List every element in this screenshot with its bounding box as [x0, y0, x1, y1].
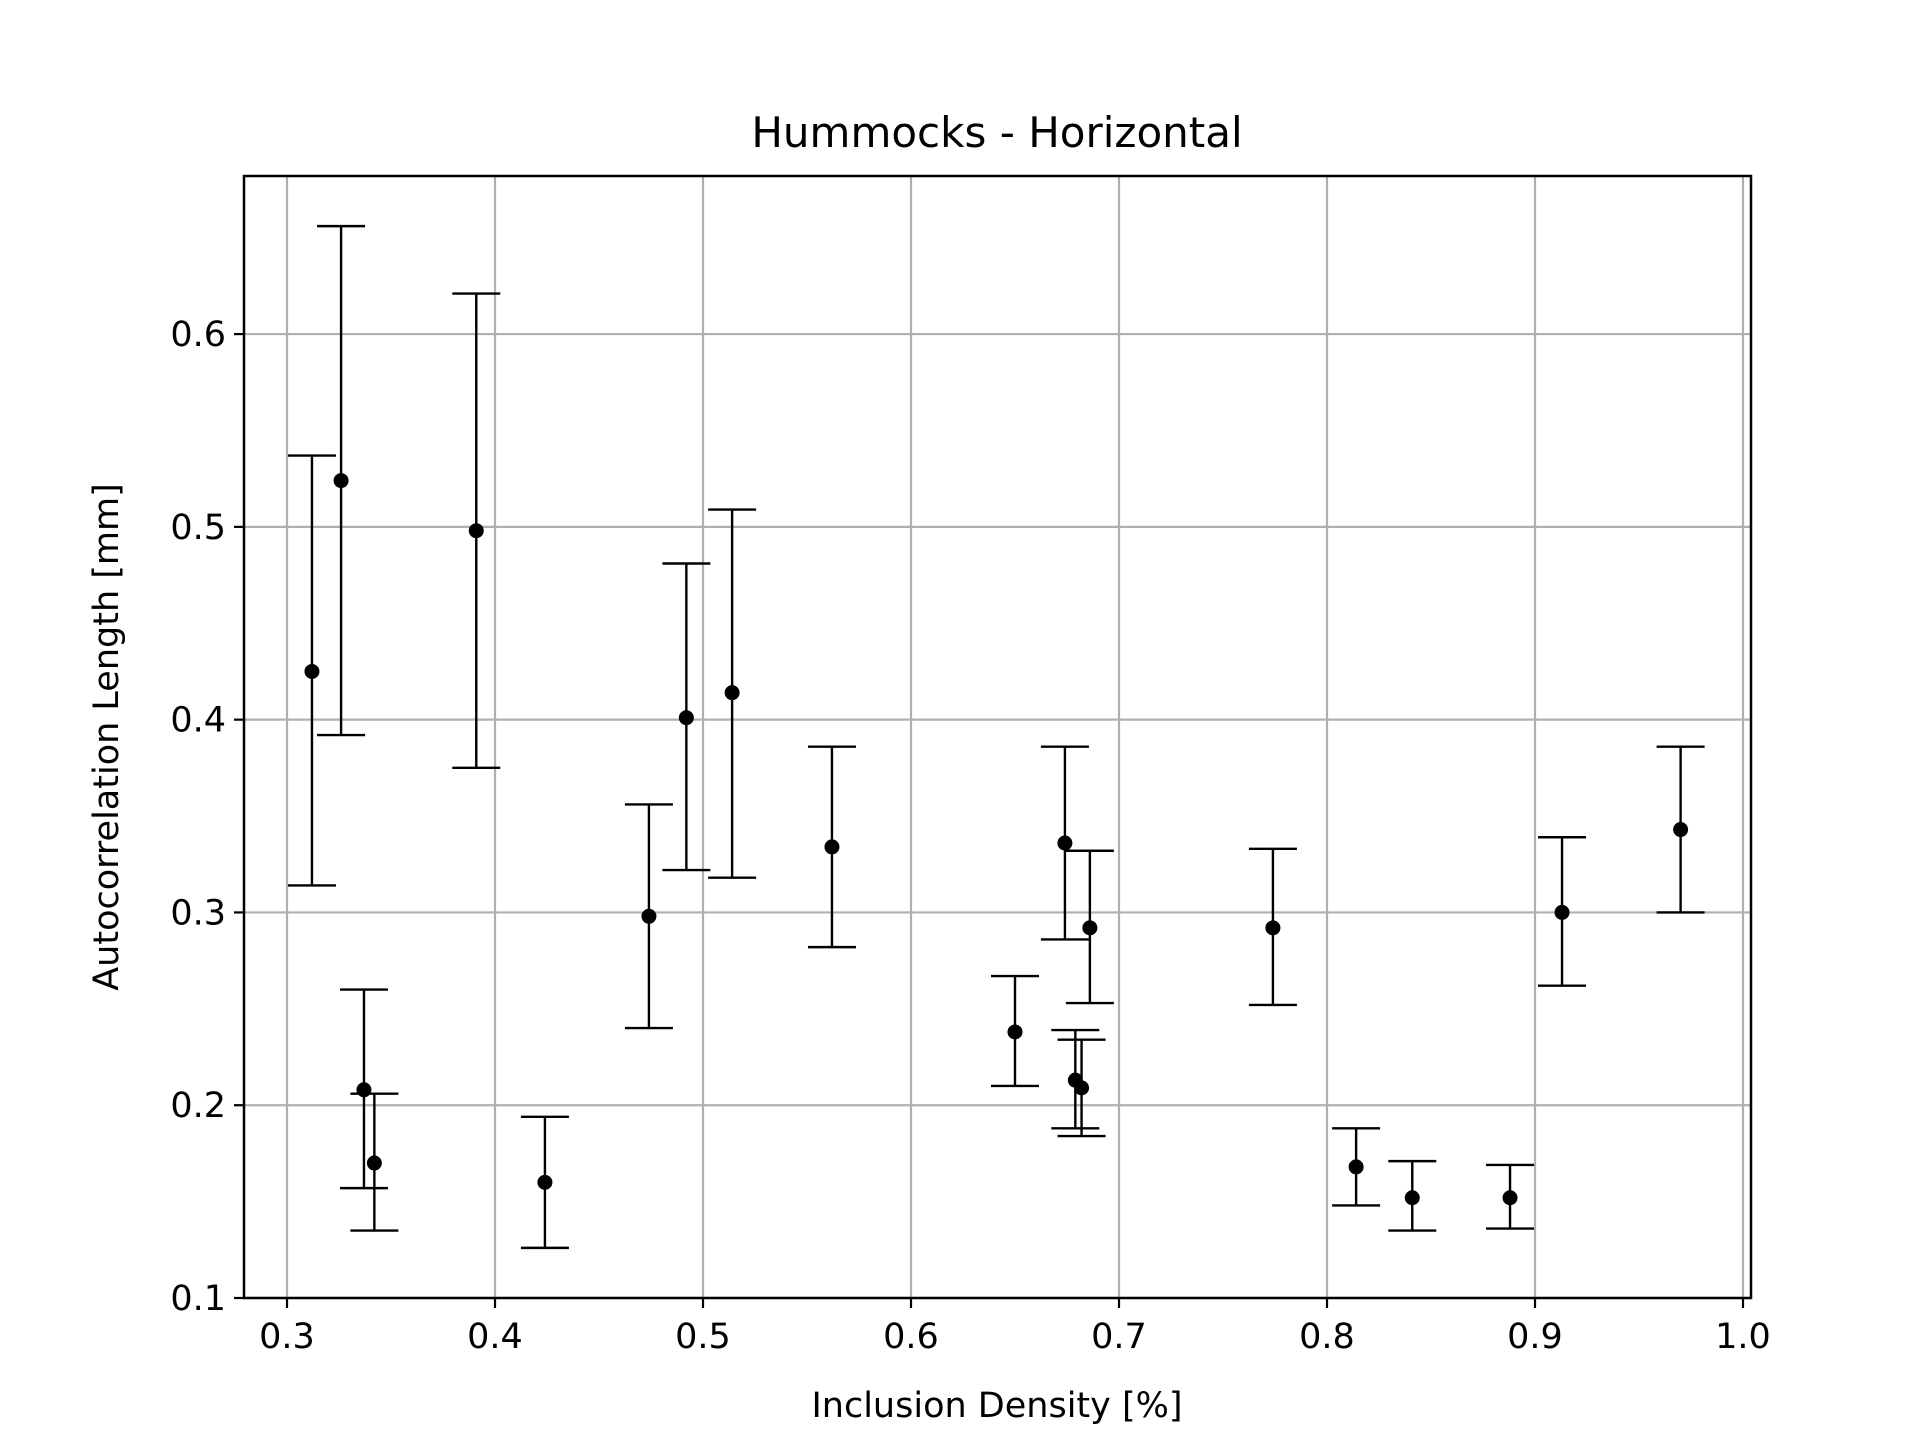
data-point — [356, 1082, 372, 1098]
data-point — [1074, 1080, 1090, 1096]
data-point — [824, 839, 840, 855]
data-point — [678, 710, 694, 726]
axis-ticks: 0.3 0.4 0.5 0.6 0.7 0.8 0.9 1.0 0.1 0.2 0.3 0.4 0.5 0… — [170, 315, 1771, 1357]
data-point — [537, 1174, 553, 1190]
x-tick-label: 0.4 — [467, 1317, 523, 1357]
data-point — [1502, 1190, 1518, 1206]
y-tick-label: 0.4 — [170, 701, 226, 741]
x-tick-label: 0.3 — [259, 1317, 315, 1357]
data-point — [1265, 920, 1281, 936]
data-point — [1007, 1024, 1023, 1040]
x-tick-label: 0.5 — [675, 1317, 731, 1357]
x-tick-label: 1.0 — [1715, 1317, 1771, 1357]
y-tick-label: 0.5 — [170, 508, 226, 548]
y-tick-label: 0.3 — [170, 893, 226, 933]
plot-area-frame — [242, 174, 1753, 1300]
data-point — [1082, 920, 1098, 936]
data-point — [641, 908, 657, 924]
x-tick-label: 0.7 — [1091, 1317, 1147, 1357]
data-point — [304, 663, 320, 679]
data-point — [1404, 1190, 1420, 1206]
data-point — [1554, 904, 1570, 920]
data-point — [724, 685, 740, 701]
chart-title: Hummocks - Horizontal — [751, 108, 1242, 157]
x-tick-label: 0.9 — [1507, 1317, 1563, 1357]
data-point — [366, 1155, 382, 1171]
x-axis-label: Inclusion Density [%] — [811, 1386, 1182, 1426]
data-points — [304, 473, 1689, 1206]
y-tick-label: 0.2 — [170, 1086, 226, 1126]
x-tick-label: 0.6 — [883, 1317, 939, 1357]
data-point — [1057, 835, 1073, 851]
data-point — [468, 523, 484, 539]
y-axis-label: Autocorrelation Length [mm] — [87, 483, 127, 991]
data-point — [1348, 1159, 1364, 1175]
x-tick-label: 0.8 — [1299, 1317, 1355, 1357]
y-tick-label: 0.1 — [170, 1279, 226, 1319]
y-tick-label: 0.6 — [170, 315, 226, 355]
data-point — [333, 473, 349, 489]
data-point — [1673, 822, 1689, 838]
